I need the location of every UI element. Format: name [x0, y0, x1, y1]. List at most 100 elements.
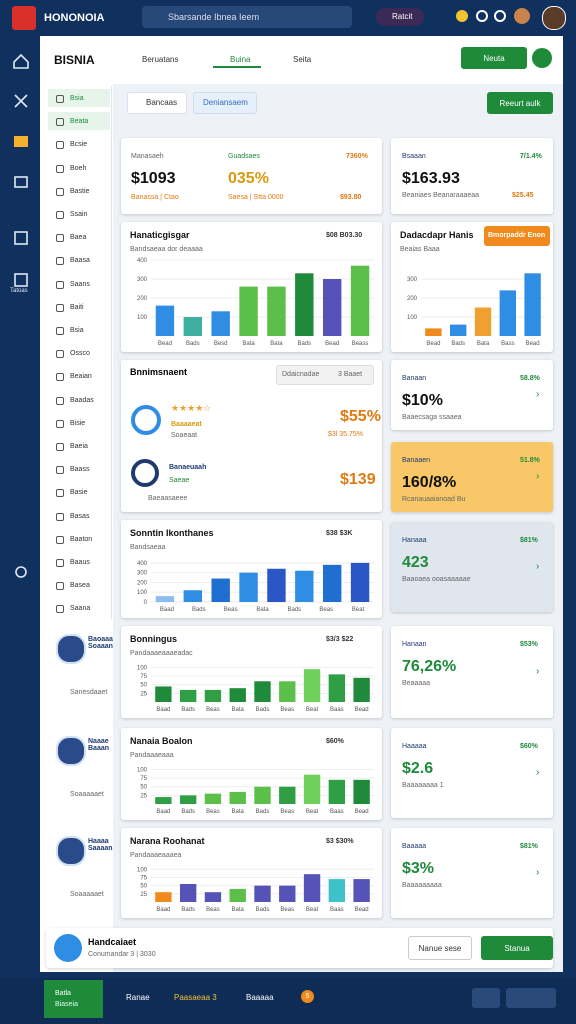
tab[interactable]: Seita — [293, 55, 312, 64]
x-tick-label: Bata — [477, 341, 490, 347]
icon-button[interactable] — [506, 988, 556, 1008]
chart-title: Narana Roohanat — [130, 836, 205, 846]
x-tick-label: Bads — [181, 907, 195, 913]
x-tick-label: Baad — [160, 607, 174, 613]
x-tick-label: Baas — [330, 707, 344, 713]
chart-title: Bonningus — [130, 634, 177, 644]
card-value: $163.93 — [402, 170, 460, 187]
chip-bg[interactable] — [276, 365, 374, 385]
badge-bg[interactable] — [376, 8, 424, 26]
nav-item[interactable]: Baaus — [70, 559, 90, 566]
search-box[interactable] — [142, 6, 352, 28]
nav-item[interactable]: Ossco — [70, 350, 90, 358]
icon[interactable] — [13, 53, 29, 69]
avatar[interactable] — [542, 6, 566, 30]
bar — [295, 273, 314, 336]
icon[interactable] — [494, 10, 506, 22]
stars: ★★★★☆ — [171, 403, 212, 413]
bar — [254, 681, 271, 702]
footer-tab[interactable] — [44, 980, 103, 1018]
bar — [204, 689, 222, 702]
bar — [303, 774, 321, 804]
primary-button[interactable]: Stanua — [481, 936, 553, 960]
item-name: Baaaaeat — [171, 421, 202, 428]
card-change: 58.8% — [520, 375, 540, 382]
bar — [183, 317, 203, 336]
tab[interactable]: Beruatans — [142, 55, 179, 64]
nav-item[interactable]: Baadas — [70, 396, 94, 404]
chevron[interactable]: › — [536, 767, 540, 778]
primary-button[interactable]: Reeurt aulk — [487, 92, 553, 114]
nav-item[interactable]: Basie — [70, 489, 88, 497]
chevron[interactable]: › — [536, 561, 540, 572]
x-tick-label: Bads — [288, 607, 302, 613]
nav-item[interactable]: Baaton — [70, 535, 93, 543]
icon[interactable] — [14, 136, 28, 147]
bar — [155, 596, 175, 602]
panel-title: Naaae Baaan — [88, 738, 110, 752]
nav-item[interactable]: Bsia — [70, 327, 84, 334]
page-title: BISNIA — [54, 53, 95, 67]
nav-item[interactable]: Beaian — [70, 373, 92, 381]
chevron[interactable]: › — [536, 389, 540, 400]
icon[interactable] — [14, 273, 28, 287]
x-tick-label: Bads — [256, 907, 270, 913]
footer-item[interactable]: Baaaaa — [246, 993, 274, 1002]
chart-corner: $3/3 $22 — [326, 636, 354, 643]
bar — [303, 669, 321, 702]
nav-item[interactable]: Baasa — [70, 257, 90, 265]
chip-bg[interactable] — [127, 92, 187, 114]
nav-item[interactable]: Baeia — [70, 443, 88, 450]
bar — [450, 324, 467, 336]
nav-icon — [56, 164, 64, 173]
icon[interactable] — [476, 10, 488, 22]
side-card — [391, 138, 553, 214]
primary-button[interactable]: Neuta — [461, 47, 527, 69]
icon[interactable] — [514, 8, 530, 24]
icon[interactable] — [14, 176, 28, 188]
nav-item[interactable]: Baiti — [70, 303, 84, 311]
icon[interactable] — [14, 231, 28, 245]
bar — [303, 874, 321, 902]
chevron[interactable]: › — [536, 471, 540, 482]
nav-item[interactable]: Boeh — [70, 164, 87, 172]
card-change: $60% — [520, 743, 538, 750]
bottom-subtitle: Conumandar 3 | 3030 — [88, 951, 156, 958]
nav-item[interactable]: Bastie — [70, 187, 90, 195]
icon[interactable] — [15, 566, 27, 578]
nav-item[interactable]: Basea — [70, 582, 90, 590]
footer-item[interactable]: Ranae — [126, 993, 150, 1002]
card-label: Haaaaa — [402, 743, 427, 750]
panel-note: Soaaaaaet — [70, 791, 104, 798]
nav-item[interactable]: Saana — [70, 605, 91, 613]
nav-item[interactable]: Bsia — [70, 95, 84, 102]
bar — [239, 286, 258, 336]
orange-button[interactable] — [484, 226, 550, 246]
nav-item[interactable]: Bisie — [70, 419, 86, 427]
y-tick-label: 25 — [140, 892, 147, 898]
footer-item[interactable]: Paasaeaa 3 — [174, 993, 217, 1002]
nav-item[interactable]: Bcsie — [70, 141, 88, 149]
nav-item[interactable]: Saans — [70, 280, 90, 288]
nav-item[interactable]: Baass — [70, 466, 90, 474]
y-tick-label: 200 — [137, 580, 148, 586]
nav-item[interactable]: Basas — [70, 512, 90, 520]
nav-item[interactable]: Ssain — [70, 211, 88, 218]
icon-button[interactable] — [472, 988, 500, 1008]
chart-corner[interactable]: Bmorpaddr Enon — [488, 232, 546, 239]
tab[interactable]: Buina — [230, 55, 251, 64]
icon-button[interactable] — [532, 48, 552, 68]
chip-bg[interactable] — [193, 92, 257, 114]
bar — [279, 786, 296, 804]
icon[interactable] — [14, 94, 28, 108]
chevron[interactable]: › — [536, 666, 540, 677]
nav-item[interactable]: Beata — [70, 118, 89, 126]
chart: 25 50 75 100 Baad Bads Beas Bata Bads Beas Beat Baa… — [137, 767, 374, 815]
chevron[interactable]: › — [536, 867, 540, 878]
nav-item[interactable]: Baea — [70, 234, 87, 242]
secondary-button[interactable]: Nanue sese — [408, 936, 472, 960]
x-tick-label: Bata — [256, 607, 269, 613]
y-tick-label: 50 — [140, 785, 147, 791]
icon[interactable] — [456, 10, 468, 22]
chart: 0 100 200 300 400 Baad Bads Beas Bata Bads Beas Bea… — [137, 561, 374, 613]
